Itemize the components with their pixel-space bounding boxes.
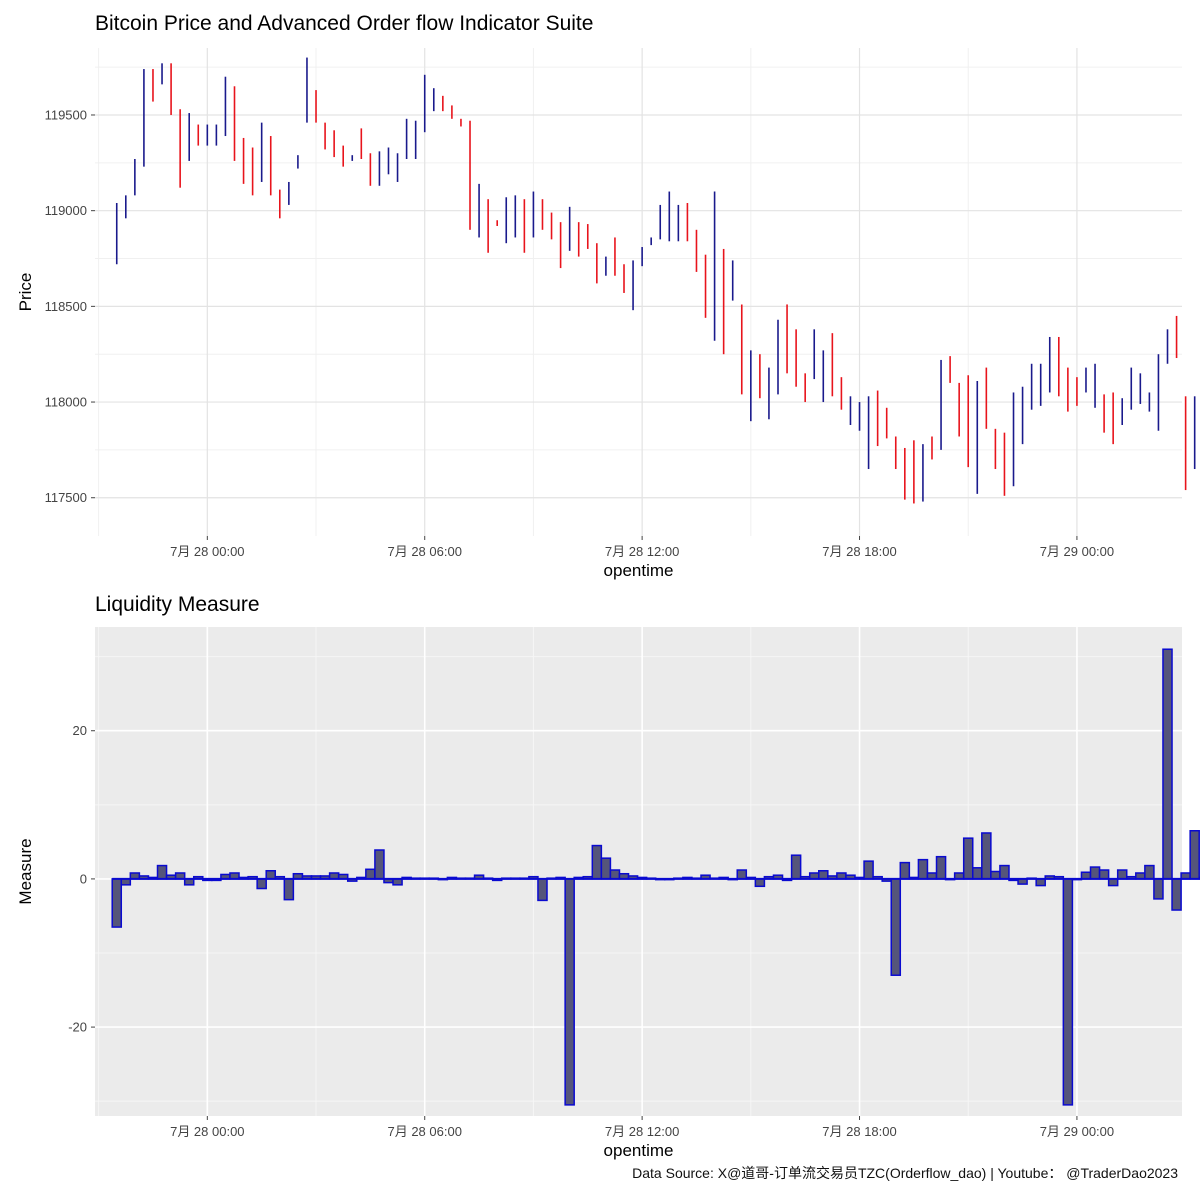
price-ohlc-bars	[115, 57, 1196, 504]
liquidity-bar	[1144, 864, 1155, 880]
data-source-footer: Data Source: X@道哥-订单流交易员TZC(Orderflow_da…	[632, 1165, 1178, 1181]
price-y-tick-label: 117500	[45, 490, 87, 505]
liquidity-bar	[600, 857, 612, 880]
liquidity-bar	[365, 868, 376, 880]
price-x-tick-label: 7月 28 06:00	[387, 544, 461, 559]
liquidity-y-axis-label: Measure	[16, 838, 35, 904]
liquidity-x-axis-label: opentime	[604, 1141, 674, 1160]
liquidity-bar	[111, 878, 123, 928]
liquidity-bar	[1116, 869, 1128, 880]
price-chart-title: Bitcoin Price and Advanced Order flow In…	[95, 12, 594, 35]
liq-x-tick-label: 7月 28 12:00	[605, 1124, 679, 1139]
liquidity-bar	[863, 860, 874, 880]
liq-y-tick-label: 0	[80, 871, 87, 886]
liquidity-bar	[537, 878, 548, 902]
price-x-tick-label: 7月 28 00:00	[170, 544, 244, 559]
liq-x-tick-label: 7月 29 00:00	[1040, 1124, 1114, 1139]
price-x-axis-label: opentime	[604, 561, 674, 580]
liquidity-bar	[156, 864, 168, 880]
liquidity-bar	[1162, 648, 1173, 880]
liquidity-bar	[283, 878, 295, 901]
price-x-tick-label: 7月 28 18:00	[822, 544, 896, 559]
liquidity-bar	[591, 844, 603, 880]
liquidity-bar	[1171, 878, 1182, 911]
liquidity-bar	[1035, 878, 1046, 887]
liq-y-tick-label: 20	[73, 723, 87, 738]
liquidity-panel: -20 0 20 7月 28 00:00 7月 28 06:00 7月 28 12:00…	[16, 627, 1200, 1160]
liquidity-bar	[899, 861, 911, 880]
liquidity-bar	[962, 837, 974, 880]
price-panel-background	[95, 48, 1182, 536]
liquidity-bar	[990, 870, 1001, 880]
price-x-axis: 7月 28 00:00 7月 28 06:00 7月 28 12:00 7月 28 1…	[170, 536, 1114, 559]
liquidity-bar	[1153, 878, 1164, 900]
liquidity-bar	[1089, 866, 1101, 880]
price-panel: 117500 118000 118500 119000 119500 7月 28 00:…	[16, 48, 1196, 580]
liquidity-bar	[1189, 830, 1200, 880]
liq-x-tick-label: 7月 28 18:00	[822, 1124, 896, 1139]
liquidity-bar	[1098, 869, 1110, 880]
price-y-tick-label: 119500	[45, 107, 87, 122]
price-y-axis: 117500 118000 118500 119000 119500	[45, 107, 95, 505]
liquidity-bar	[935, 855, 947, 880]
liquidity-bar	[972, 867, 983, 880]
liquidity-x-axis: 7月 28 00:00 7月 28 06:00 7月 28 12:00 7月 28 1…	[170, 1116, 1114, 1139]
liquidity-bar	[890, 878, 902, 976]
liq-y-tick-label: -20	[68, 1020, 87, 1035]
liquidity-bar	[1080, 871, 1092, 880]
liq-x-tick-label: 7月 28 00:00	[170, 1124, 244, 1139]
price-y-tick-label: 119000	[45, 203, 87, 218]
liquidity-bar	[256, 878, 267, 890]
liquidity-bar	[374, 849, 385, 880]
liquidity-bar	[981, 832, 992, 880]
liquidity-bar	[1062, 878, 1074, 1106]
liq-x-tick-label: 7月 28 06:00	[387, 1124, 461, 1139]
price-y-axis-label: Price	[16, 273, 35, 312]
liquidity-bar	[1107, 878, 1119, 887]
liquidity-bar	[790, 854, 802, 880]
liquidity-bar	[754, 878, 766, 888]
price-y-tick-label: 118500	[45, 299, 87, 314]
liquidity-bar	[564, 878, 575, 1106]
liquidity-bar	[917, 858, 929, 880]
liquidity-panel-background	[95, 627, 1182, 1116]
liquidity-bar	[999, 864, 1010, 880]
liquidity-chart-title: Liquidity Measure	[95, 593, 260, 616]
liquidity-bar	[265, 870, 277, 880]
liquidity-bar	[736, 869, 748, 880]
liquidity-bar	[818, 870, 829, 880]
price-y-tick-label: 118000	[45, 395, 87, 410]
price-x-tick-label: 7月 29 00:00	[1040, 544, 1114, 559]
price-x-tick-label: 7月 28 12:00	[605, 544, 679, 559]
liquidity-y-axis: -20 0 20	[68, 723, 95, 1035]
liquidity-bar	[609, 869, 621, 880]
